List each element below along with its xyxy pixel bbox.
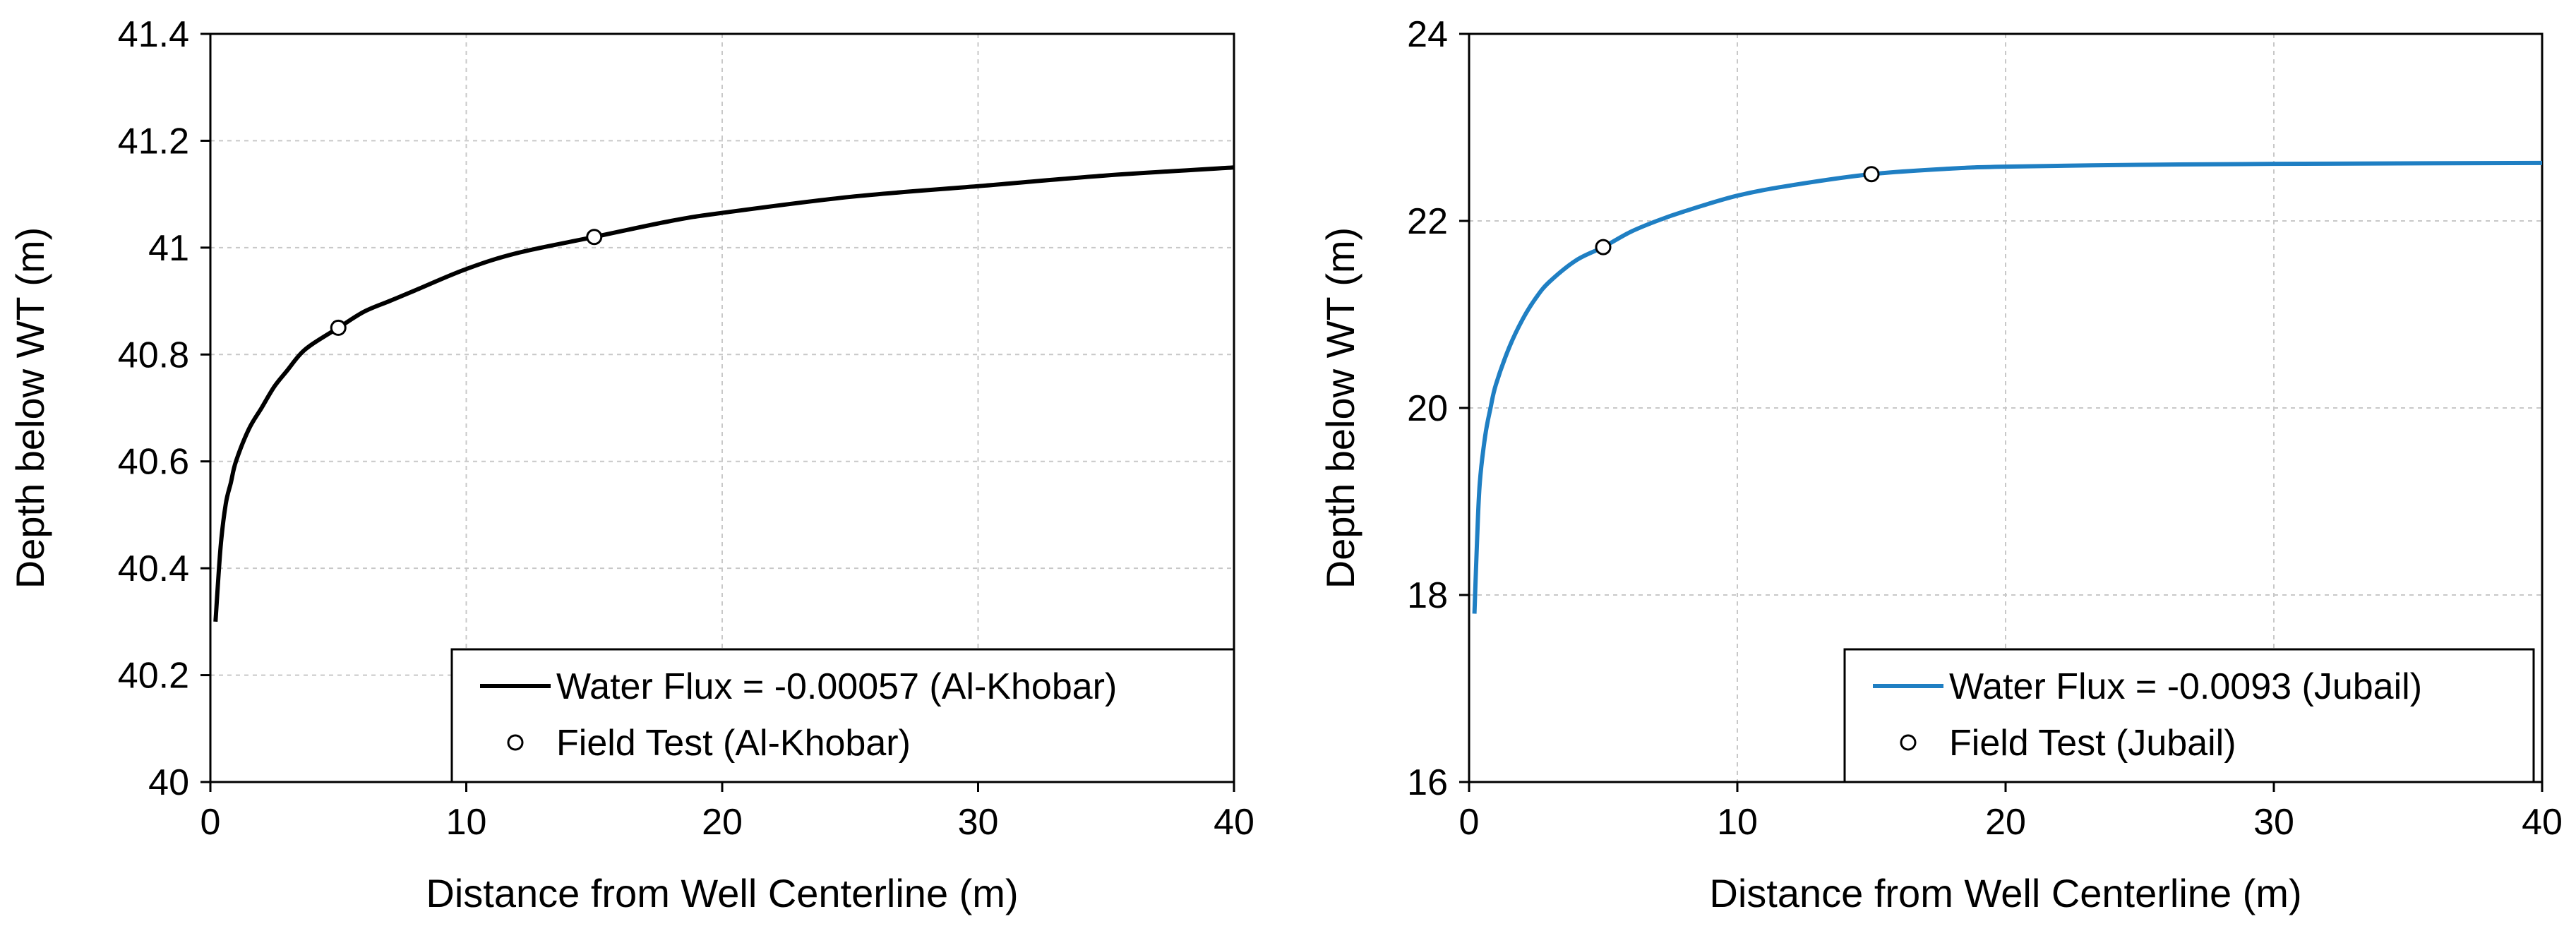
y-tick-label: 40.4 xyxy=(118,548,189,589)
x-tick-label: 0 xyxy=(200,802,221,843)
field-test-point xyxy=(1863,166,1880,183)
x-tick-label: 40 xyxy=(1214,802,1254,843)
legend-label: Field Test (Jubail) xyxy=(1949,723,2236,764)
y-tick-label: 40.2 xyxy=(118,656,189,697)
x-tick-label: 40 xyxy=(2522,802,2563,843)
legend-label: Field Test (Al-Khobar) xyxy=(556,723,911,764)
y-tick-label: 18 xyxy=(1407,575,1448,616)
x-tick-label: 10 xyxy=(1717,802,1758,843)
field-test-point xyxy=(330,319,347,336)
y-axis-title: Depth below WT (m) xyxy=(8,227,52,589)
y-tick-label: 41.2 xyxy=(118,121,189,162)
y-tick-label: 40 xyxy=(148,762,189,803)
legend-label: Water Flux = -0.00057 (Al-Khobar) xyxy=(556,666,1117,707)
x-axis-title: Distance from Well Centerline (m) xyxy=(1709,871,2301,915)
y-tick-label: 16 xyxy=(1407,762,1448,803)
y-tick-label: 41 xyxy=(148,228,189,269)
field-test-point xyxy=(586,229,603,246)
x-tick-label: 20 xyxy=(1985,802,2026,843)
series-line xyxy=(1472,160,2543,614)
y-tick-label: 40.8 xyxy=(118,335,189,375)
chart-2: 0 10 20 30 40 16 18 20 22 24 Distance from Well Ce… xyxy=(1318,14,2563,915)
x-axis-title: Distance from Well Centerline (m) xyxy=(426,871,1018,915)
field-test-point xyxy=(1595,239,1612,255)
legend-label: Water Flux = -0.0093 (Jubail) xyxy=(1949,666,2422,707)
chart-1: 0 10 20 30 40 40 40.2 40.4 40.6 40.8 41 41.2 41.4 Dis… xyxy=(8,14,1254,915)
y-tick-label: 20 xyxy=(1407,388,1448,429)
legend: Water Flux = -0.0093 (Jubail) Field Test … xyxy=(1843,648,2535,783)
legend-marker-swatch xyxy=(507,734,524,751)
x-tick-label: 20 xyxy=(702,802,743,843)
y-tick-label: 41.4 xyxy=(118,14,189,55)
y-axis-title: Depth below WT (m) xyxy=(1318,227,1362,589)
legend-marker-swatch xyxy=(1900,734,1917,751)
series-line xyxy=(213,165,1235,623)
legend-box xyxy=(450,648,1235,783)
legend: Water Flux = -0.00057 (Al-Khobar) Field T… xyxy=(450,648,1235,783)
y-tick-label: 40.6 xyxy=(118,442,189,483)
x-tick-label: 30 xyxy=(2253,802,2294,843)
x-tick-label: 10 xyxy=(446,802,487,843)
legend-box xyxy=(1843,648,2535,783)
y-tick-label: 22 xyxy=(1407,201,1448,242)
y-tick-label: 24 xyxy=(1407,14,1448,55)
x-tick-label: 0 xyxy=(1459,802,1480,843)
x-tick-label: 30 xyxy=(958,802,999,843)
